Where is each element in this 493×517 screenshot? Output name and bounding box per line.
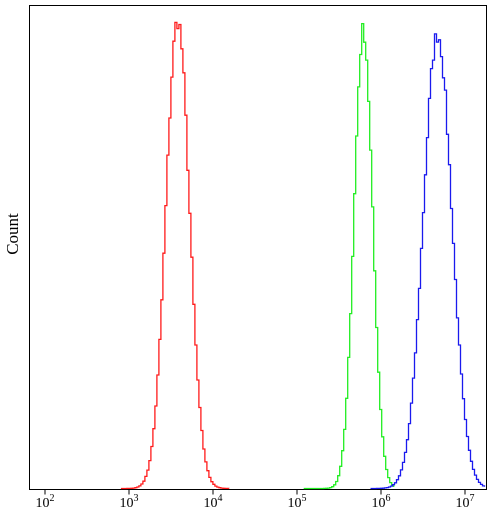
x-tick-label: 105 bbox=[288, 493, 307, 511]
x-tick-label-exponent: 5 bbox=[302, 493, 307, 504]
x-tick-label-base: 10 bbox=[456, 496, 470, 511]
x-tick-label-base: 10 bbox=[288, 496, 302, 511]
x-tick-label-base: 10 bbox=[372, 496, 386, 511]
y-axis-title: Count bbox=[3, 213, 22, 255]
x-tick-label-exponent: 3 bbox=[134, 493, 139, 504]
x-tick-label-exponent: 4 bbox=[218, 493, 223, 504]
x-tick-label: 102 bbox=[36, 493, 55, 511]
x-tick-label: 106 bbox=[372, 493, 391, 511]
x-tick-label-exponent: 2 bbox=[50, 493, 55, 504]
histogram-series bbox=[303, 22, 395, 490]
x-tick-label-exponent: 6 bbox=[386, 493, 391, 504]
x-tick-label: 103 bbox=[120, 493, 139, 511]
x-axis-ticks: 102 103 104 105 106 107 bbox=[36, 489, 475, 511]
x-tick-label-base: 10 bbox=[36, 496, 50, 511]
x-tick-label: 107 bbox=[456, 493, 475, 511]
histogram-series bbox=[370, 33, 486, 490]
histogram-series bbox=[120, 21, 230, 490]
x-tick-label: 104 bbox=[204, 493, 223, 511]
plot-frame bbox=[29, 5, 487, 490]
series-layer bbox=[120, 21, 486, 490]
x-tick-label-base: 10 bbox=[120, 496, 134, 511]
x-tick-label-exponent: 7 bbox=[470, 493, 475, 504]
x-tick-label-base: 10 bbox=[204, 496, 218, 511]
